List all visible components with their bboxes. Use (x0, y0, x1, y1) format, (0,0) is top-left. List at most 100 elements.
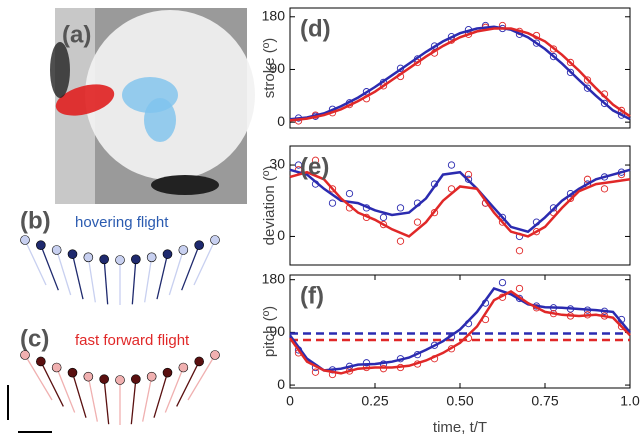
wing-stroke (24, 354, 53, 401)
data-point (549, 204, 558, 212)
data-point (362, 359, 371, 367)
wing-edge (51, 245, 62, 255)
wing-edge (194, 356, 204, 367)
wing-edge (131, 254, 141, 265)
data-point (311, 368, 320, 376)
x-tick-label: 0 (286, 393, 294, 409)
data-point (532, 228, 541, 236)
wing-stroke (24, 239, 47, 286)
wing-stroke (168, 249, 184, 296)
data-point (379, 213, 388, 222)
wing-edge (146, 252, 157, 263)
wing-stroke (156, 253, 169, 300)
plot-frame (289, 7, 631, 129)
data-point (345, 189, 354, 198)
data-point (498, 278, 507, 287)
data-point (311, 156, 320, 164)
wing-stroke (56, 249, 72, 296)
data-point (396, 204, 405, 212)
series-line (289, 27, 631, 122)
wing-edge (83, 371, 94, 382)
series-line (288, 289, 631, 375)
wing-edge (162, 249, 173, 259)
y-tick-label: 0 (277, 376, 285, 392)
wing-stroke (142, 376, 153, 422)
wing-stroke (176, 361, 200, 407)
wing-edge (83, 252, 94, 263)
data-point (464, 175, 473, 183)
y-tick-label: 90 (269, 323, 285, 339)
y-tick-label: 0 (277, 227, 285, 243)
y-axis-label: deviation (º) (261, 166, 278, 246)
data-point (532, 39, 541, 47)
data-point (396, 237, 405, 245)
x-tick-label: 0.50 (446, 393, 473, 409)
wing-edge (162, 367, 173, 378)
wing-edge (178, 245, 189, 255)
data-point (515, 247, 524, 255)
data-point (328, 199, 337, 207)
wing-stroke (144, 257, 153, 303)
wing-kinematics (20, 235, 220, 425)
panel-label: (a) (62, 21, 91, 48)
panel-label: (c) (20, 325, 49, 352)
series-line (289, 170, 631, 238)
panel-label: (f) (300, 282, 324, 309)
wing-stroke (181, 244, 200, 291)
data-point (464, 170, 473, 179)
wing-stroke (164, 367, 184, 413)
wing-edge (20, 350, 30, 360)
data-point (515, 284, 524, 293)
wing-stroke (131, 259, 137, 305)
data-point (600, 185, 609, 193)
wing-edge (210, 235, 220, 245)
wing-edge (99, 254, 109, 265)
wing-edge (36, 356, 46, 367)
data-point (413, 218, 422, 226)
wing-edge (115, 375, 125, 385)
wing-stroke (56, 367, 76, 413)
x-tick-label: 0.75 (531, 393, 558, 409)
data-point (294, 161, 303, 169)
wing-edge (115, 255, 125, 265)
wing-edge (51, 362, 62, 373)
panel-label: (d) (300, 15, 331, 42)
wing-edge (67, 249, 78, 259)
x-axis-label: time, t/T (433, 419, 487, 436)
caption: hovering flight (75, 214, 169, 231)
wing-stroke (193, 239, 216, 286)
panel-label: (b) (20, 207, 51, 234)
data-point (583, 76, 592, 84)
wing-stroke (71, 253, 84, 300)
series-line (289, 25, 631, 121)
wing-edge (67, 367, 78, 378)
wing-edge (20, 235, 30, 245)
photo (50, 8, 255, 204)
wing-edge (131, 374, 141, 384)
wing-edge (36, 240, 46, 250)
series-line (288, 287, 631, 372)
wing-stroke (87, 257, 96, 303)
data-point (549, 45, 558, 53)
wing-edge (178, 362, 189, 373)
wing-edge (146, 371, 157, 382)
wing-stroke (40, 361, 64, 407)
series-line (289, 168, 631, 234)
data-point (566, 68, 575, 77)
x-tick-label: 1.0 (620, 393, 640, 409)
wing-stroke (103, 379, 110, 425)
data-point (600, 99, 609, 108)
data-point (379, 220, 388, 229)
y-axis-label: pitch (º) (261, 306, 278, 357)
data-point (447, 161, 456, 169)
y-tick-label: 30 (269, 156, 285, 172)
wing-stroke (103, 259, 109, 305)
wing-stroke (187, 354, 216, 401)
caption: fast forward flight (75, 332, 190, 349)
wing-stroke (153, 372, 169, 418)
data-point (549, 52, 558, 61)
y-axis-label: stroke (º) (261, 38, 278, 98)
wing-stroke (87, 376, 98, 422)
y-tick-label: 180 (262, 270, 286, 286)
